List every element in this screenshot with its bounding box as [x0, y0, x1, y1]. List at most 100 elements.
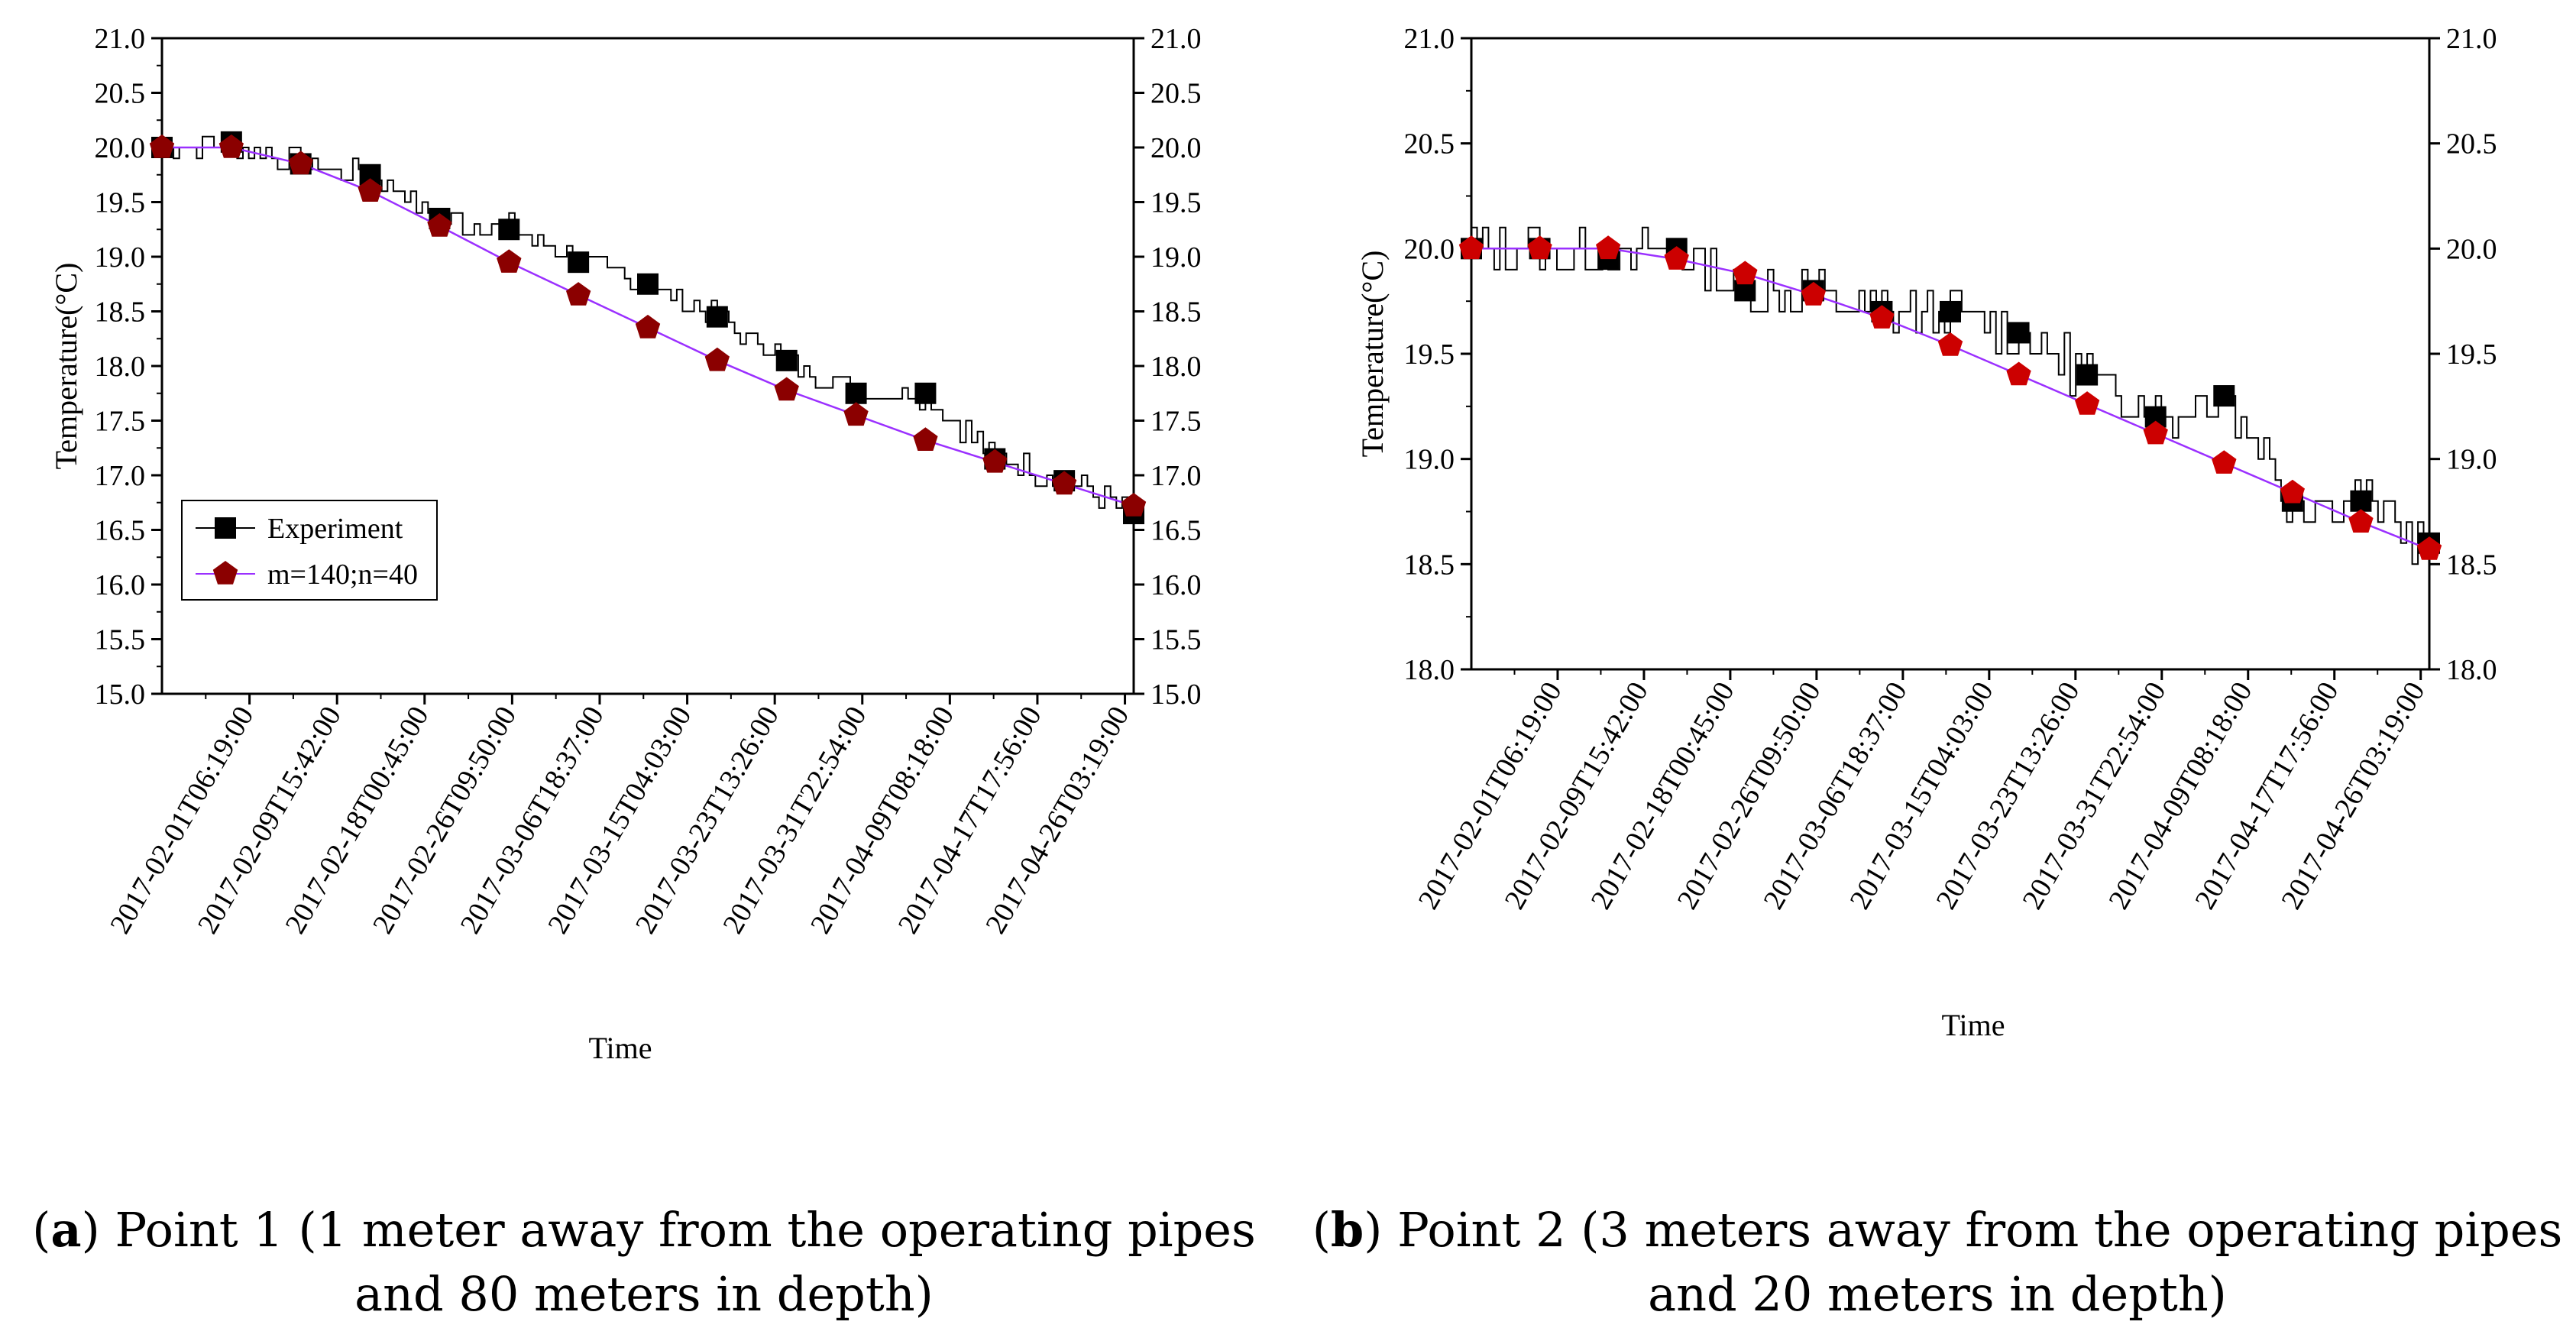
caption-a-label: (a)	[32, 1202, 100, 1258]
legend-marker-model	[212, 561, 238, 585]
caption-b: (b) Point 2 (3 meters away from the oper…	[1299, 1198, 2576, 1326]
y-tick-label-right: 20.0	[1150, 132, 1202, 164]
y-tick-label-right: 19.5	[1150, 187, 1202, 219]
model-point	[1937, 332, 1963, 356]
experiment-point	[775, 349, 798, 371]
y-tick-label-right: 20.0	[2446, 233, 2497, 265]
y-tick-label-left: 20.5	[95, 78, 146, 110]
y-tick-label-left: 19.5	[95, 187, 146, 219]
y-axis-label: Temperature(°C)	[1355, 251, 1390, 458]
model-point	[288, 151, 313, 175]
model-point	[149, 134, 175, 158]
y-tick-label-right: 19.0	[2446, 444, 2497, 476]
y-tick-label-left: 16.5	[95, 515, 146, 547]
chart-panel-a: 15.0 15.0 15.5 15.5 16.0 16.0 16.5 16.5 17.0 17.0…	[49, 23, 1202, 1065]
y-tick-label-left: 21.0	[1404, 23, 1455, 55]
experiment-line	[1471, 226, 2429, 565]
model-point	[1052, 471, 1077, 495]
y-tick-label-left: 17.5	[95, 406, 146, 438]
legend-marker-experiment	[215, 517, 236, 539]
model-point	[427, 213, 452, 237]
y-tick-label-right: 18.5	[1150, 296, 1202, 329]
model-point	[1664, 246, 1689, 270]
y-tick-label-left: 20.0	[95, 132, 146, 164]
model-point	[2075, 391, 2100, 415]
y-axis-label: Temperature(°C)	[49, 263, 83, 470]
x-axis-label: Time	[1941, 1008, 2005, 1042]
y-tick-label-left: 19.5	[1404, 338, 1455, 371]
model-point	[2416, 536, 2442, 560]
y-tick-label-right: 20.5	[1150, 78, 1202, 110]
y-tick-label-right: 21.0	[2446, 23, 2497, 55]
y-tick-label-left: 19.0	[95, 241, 146, 274]
y-tick-label-left: 20.0	[1404, 233, 1455, 265]
model-point	[1733, 261, 1758, 285]
y-tick-label-left: 16.0	[95, 569, 146, 601]
model-point	[774, 377, 799, 401]
caption-a: (a) Point 1 (1 meter away from the opera…	[0, 1198, 1288, 1326]
y-tick-label-right: 18.0	[1150, 351, 1202, 383]
model-point	[2280, 479, 2305, 504]
model-point	[1527, 235, 1552, 260]
model-point	[843, 402, 869, 426]
y-tick-label-left: 17.0	[95, 460, 146, 492]
model-point	[982, 449, 1008, 473]
chart-panel-b: 18.0 18.0 18.5 18.5 19.0 19.0 19.5 19.5 20.0 20.0…	[1355, 23, 2497, 1042]
caption-a-line1: Point 1 (1 meter away from the operating…	[99, 1202, 1256, 1258]
experiment-point	[2008, 322, 2030, 344]
model-point	[1801, 281, 1826, 306]
legend-label-experiment: Experiment	[267, 513, 403, 545]
y-tick-label-right: 15.0	[1150, 679, 1202, 711]
y-tick-label-left: 18.5	[1404, 549, 1455, 581]
model-point	[566, 282, 591, 306]
experiment-point	[845, 382, 867, 404]
model-point	[1869, 305, 1895, 329]
experiment-point	[1940, 300, 1961, 322]
model-point	[2348, 509, 2374, 533]
y-tick-label-left: 21.0	[95, 23, 146, 55]
y-tick-label-right: 15.5	[1150, 624, 1202, 656]
y-tick-label-right: 19.0	[1150, 241, 1202, 274]
y-tick-label-right: 18.0	[2446, 654, 2497, 686]
model-point	[1596, 235, 1621, 260]
y-tick-label-left: 15.5	[95, 624, 146, 656]
model-point	[1458, 235, 1484, 260]
y-tick-label-left: 18.0	[1404, 654, 1455, 686]
y-tick-label-left: 18.5	[95, 296, 146, 329]
experiment-point	[2076, 364, 2099, 386]
model-point	[913, 427, 938, 451]
y-tick-label-left: 18.0	[95, 351, 146, 383]
model-point	[497, 249, 522, 273]
experiment-point	[2213, 385, 2235, 407]
y-tick-label-right: 19.5	[2446, 338, 2497, 371]
model-point	[2006, 361, 2031, 386]
model-point	[358, 178, 383, 202]
experiment-point	[637, 273, 659, 295]
experiment-point	[2350, 490, 2372, 512]
experiment-point	[706, 306, 728, 328]
y-tick-label-right: 16.5	[1150, 515, 1202, 547]
model-point	[218, 134, 244, 158]
y-tick-label-right: 17.0	[1150, 460, 1202, 492]
y-tick-label-left: 20.5	[1404, 128, 1455, 160]
y-tick-label-right: 16.0	[1150, 569, 1202, 601]
experiment-point	[568, 251, 590, 274]
y-tick-label-right: 20.5	[2446, 128, 2497, 160]
caption-b-label: (b)	[1312, 1202, 1383, 1258]
model-point	[1121, 493, 1147, 517]
y-tick-label-right: 17.5	[1150, 406, 1202, 438]
model-point	[2143, 420, 2168, 445]
experiment-point	[914, 382, 937, 404]
y-tick-label-right: 21.0	[1150, 23, 1202, 55]
x-axis-label: Time	[588, 1031, 652, 1065]
caption-b-line1: Point 2 (3 meters away from the operatin…	[1382, 1202, 2563, 1258]
model-point	[635, 314, 661, 338]
model-point	[2212, 450, 2237, 474]
caption-a-line2: and 80 meters in depth)	[354, 1266, 934, 1322]
caption-b-line2: and 20 meters in depth)	[1648, 1266, 2227, 1322]
experiment-point	[498, 219, 520, 241]
legend-label-model: m=140;n=40	[267, 559, 418, 591]
y-tick-label-left: 15.0	[95, 679, 146, 711]
model-point	[704, 347, 730, 371]
